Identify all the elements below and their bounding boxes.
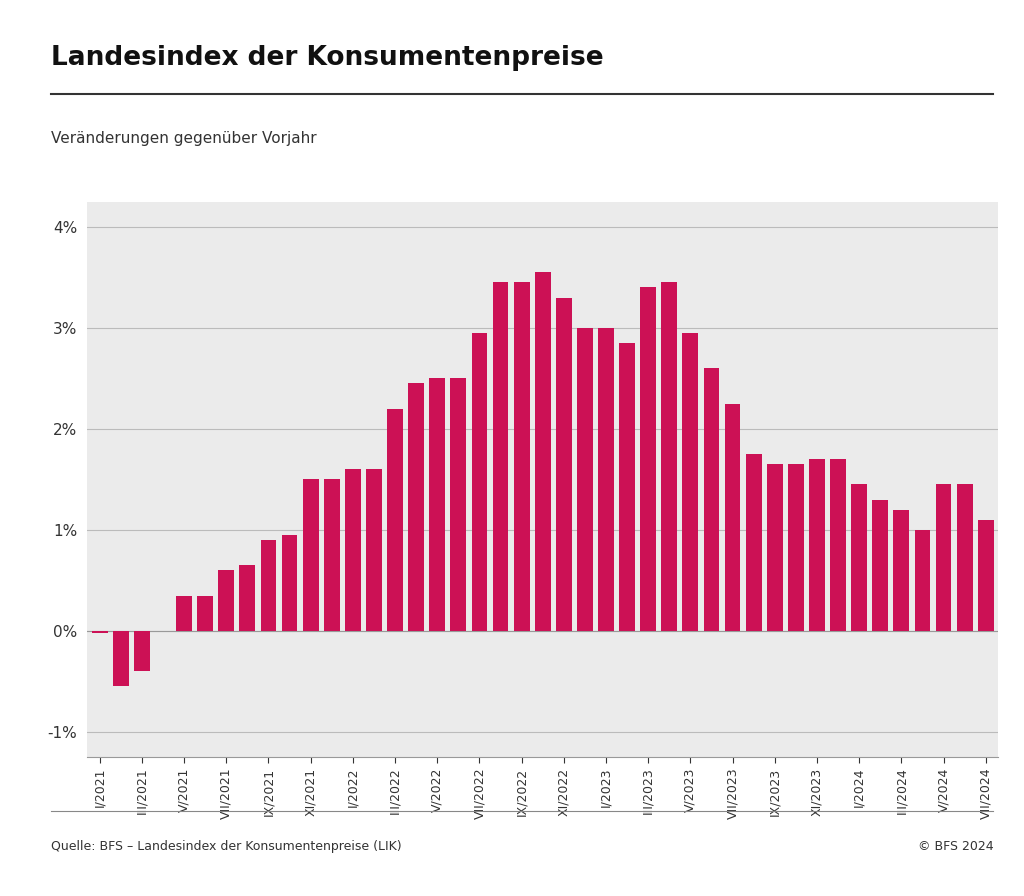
Bar <box>535 272 551 631</box>
Bar <box>282 535 298 631</box>
Bar <box>514 282 529 631</box>
Bar <box>640 288 656 631</box>
Bar <box>787 464 804 631</box>
Text: © BFS 2024: © BFS 2024 <box>918 840 993 853</box>
Bar <box>218 570 234 631</box>
Bar <box>936 485 951 631</box>
Bar <box>260 540 276 631</box>
Bar <box>598 328 614 631</box>
Bar <box>767 464 782 631</box>
Bar <box>493 282 509 631</box>
Bar <box>851 485 867 631</box>
Bar <box>956 485 973 631</box>
Bar <box>894 510 909 631</box>
Bar <box>914 530 931 631</box>
Text: Quelle: BFS – Landesindex der Konsumentenpreise (LIK): Quelle: BFS – Landesindex der Konsumente… <box>51 840 401 853</box>
Bar <box>451 378 466 631</box>
Bar <box>176 596 191 631</box>
Bar <box>809 459 825 631</box>
Bar <box>577 328 593 631</box>
Bar <box>429 378 445 631</box>
Bar <box>303 479 318 631</box>
Bar <box>830 459 846 631</box>
Bar <box>409 383 424 631</box>
Bar <box>366 470 382 631</box>
Bar <box>387 409 403 631</box>
Bar <box>662 282 677 631</box>
Bar <box>134 631 150 671</box>
Bar <box>198 596 213 631</box>
Bar <box>471 333 487 631</box>
Text: Veränderungen gegenüber Vorjahr: Veränderungen gegenüber Vorjahr <box>51 132 316 146</box>
Bar <box>725 403 740 631</box>
Bar <box>345 470 360 631</box>
Bar <box>682 333 698 631</box>
Bar <box>978 520 993 631</box>
Bar <box>745 454 762 631</box>
Bar <box>872 500 888 631</box>
Bar <box>703 368 720 631</box>
Bar <box>113 631 129 686</box>
Bar <box>556 297 571 631</box>
Bar <box>240 565 255 631</box>
Text: Landesindex der Konsumentenpreise: Landesindex der Konsumentenpreise <box>51 45 604 72</box>
Bar <box>324 479 340 631</box>
Bar <box>620 343 635 631</box>
Bar <box>92 631 108 633</box>
